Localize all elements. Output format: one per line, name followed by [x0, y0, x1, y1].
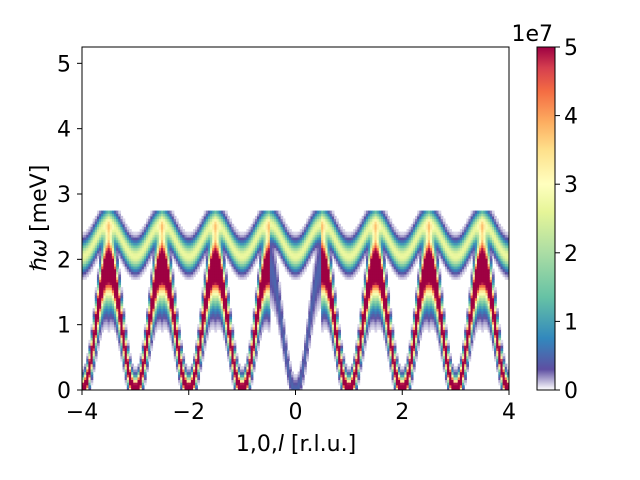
- colorbar-multiplier: 1e7: [511, 22, 553, 47]
- colorbar-tick-label: 2: [564, 242, 578, 267]
- y-tick-label: 2: [57, 248, 71, 273]
- x-tick-label: 2: [395, 400, 409, 425]
- x-tick-label: 4: [502, 400, 516, 425]
- x-axis-label: 1,0,l [r.l.u.]: [236, 432, 356, 457]
- x-axis: −4 −2 0 2 4: [66, 390, 516, 425]
- y-tick-label: 0: [57, 379, 71, 404]
- colorbar-gradient: [537, 47, 555, 390]
- colorbar-tick-label: 5: [564, 36, 578, 61]
- x-tick-label: −4: [66, 400, 98, 425]
- colorbar-axis: 0 1 2 3 4 5: [555, 36, 578, 404]
- heatmap-layer: [82, 210, 509, 390]
- x-tick-label: −2: [173, 400, 205, 425]
- y-tick-label: 3: [57, 183, 71, 208]
- y-tick-label: 4: [57, 118, 71, 143]
- y-tick-label: 5: [57, 52, 71, 77]
- x-tick-label: 0: [289, 400, 303, 425]
- colorbar-tick-label: 1: [564, 310, 578, 335]
- colorbar-frame: [536, 46, 556, 391]
- y-axis: 0 1 2 3 4 5: [57, 52, 82, 404]
- colorbar-tick-label: 0: [564, 379, 578, 404]
- colorbar-tick-label: 4: [564, 105, 578, 130]
- y-tick-label: 1: [57, 314, 71, 339]
- colorbar-tick-label: 3: [564, 173, 578, 198]
- y-axis-label: ℏω [meV]: [27, 165, 52, 272]
